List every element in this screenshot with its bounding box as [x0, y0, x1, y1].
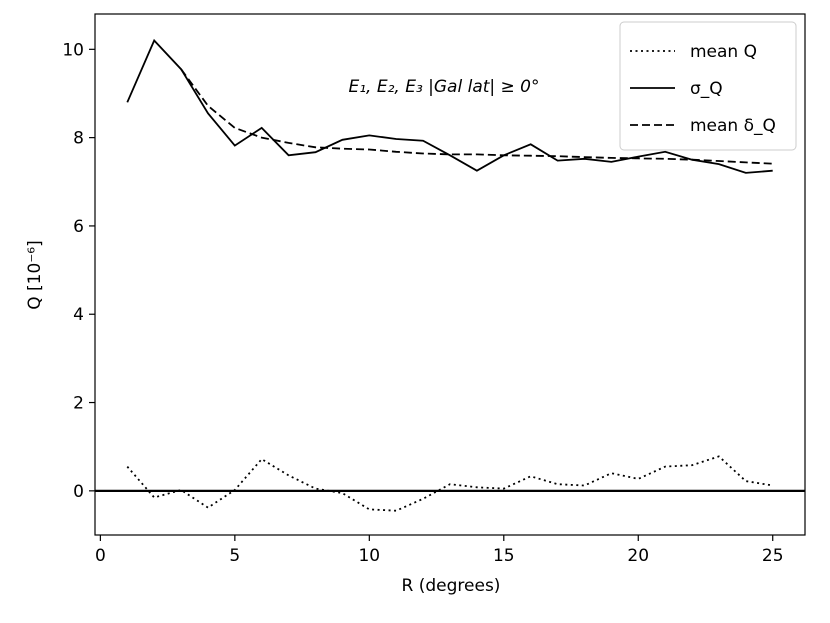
legend-label-3: mean δ_Q [690, 116, 776, 136]
y-tick-label: 0 [73, 482, 84, 502]
series-layer [95, 38, 805, 512]
legend-label-2: σ_Q [690, 79, 723, 99]
series-line-2 [126, 38, 773, 174]
y-tick-label: 10 [62, 40, 84, 60]
y-tick-label: 8 [73, 129, 84, 149]
plot-frame [94, 13, 806, 536]
y-tick-label: 6 [73, 217, 84, 237]
y-tick-label: 4 [73, 305, 84, 325]
chart-annotation: E₁, E₂, E₃ |Gal lat| ≥ 0° [348, 77, 539, 97]
plot-area-border [94, 13, 806, 536]
x-axis-label: R (degrees) [402, 576, 501, 596]
y-axis-label: Q [10⁻⁶] [25, 240, 45, 309]
x-tick-label: 20 [627, 546, 649, 566]
legend-label-1: mean Q [690, 42, 757, 62]
series-line-1 [126, 455, 773, 512]
y-tick-label: 2 [73, 394, 84, 414]
x-tick-label: 0 [95, 546, 106, 566]
legend-box [619, 21, 797, 151]
x-tick-label: 15 [493, 546, 515, 566]
x-tick-label: 5 [229, 546, 240, 566]
x-tick-label: 10 [358, 546, 380, 566]
series-line-3 [180, 68, 773, 165]
ticks-layer: 0 5 10 15 20 25 0 2 4 6 8 10 [62, 40, 783, 566]
x-tick-label: 25 [762, 546, 784, 566]
